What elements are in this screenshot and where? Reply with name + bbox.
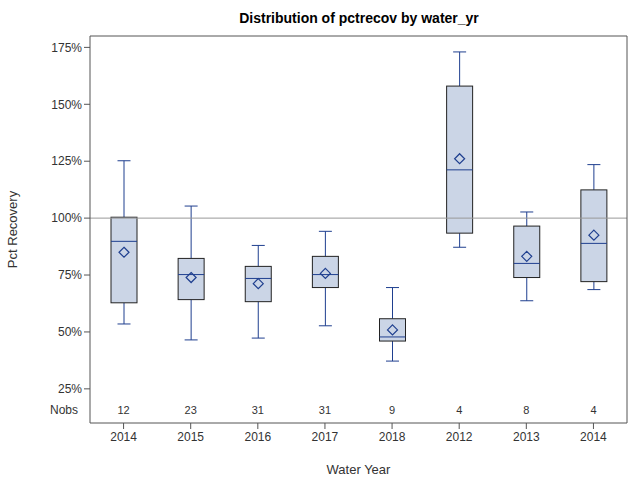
svg-text:75%: 75% xyxy=(58,268,82,282)
svg-text:2016: 2016 xyxy=(244,430,271,444)
svg-text:2013: 2013 xyxy=(513,430,540,444)
svg-text:9: 9 xyxy=(389,404,395,416)
svg-text:Pct Recovery: Pct Recovery xyxy=(8,190,20,268)
svg-text:Water Year: Water Year xyxy=(327,462,392,477)
svg-text:8: 8 xyxy=(523,404,529,416)
svg-text:175%: 175% xyxy=(51,41,82,55)
svg-text:2014: 2014 xyxy=(110,430,137,444)
svg-text:Nobs: Nobs xyxy=(50,403,78,417)
svg-text:31: 31 xyxy=(252,404,264,416)
svg-text:150%: 150% xyxy=(51,98,82,112)
svg-text:2018: 2018 xyxy=(379,430,406,444)
svg-text:12: 12 xyxy=(117,404,129,416)
svg-text:50%: 50% xyxy=(58,325,82,339)
svg-text:4: 4 xyxy=(456,404,462,416)
svg-text:23: 23 xyxy=(185,404,197,416)
svg-text:125%: 125% xyxy=(51,154,82,168)
svg-text:2012: 2012 xyxy=(446,430,473,444)
svg-text:4: 4 xyxy=(590,404,596,416)
svg-text:25%: 25% xyxy=(58,382,82,396)
svg-text:2014: 2014 xyxy=(580,430,607,444)
svg-text:100%: 100% xyxy=(51,211,82,225)
html-text:Distribution of pctrecov by wa: Distribution of pctrecov by water_yr xyxy=(239,10,479,26)
svg-text:2015: 2015 xyxy=(177,430,204,444)
svg-text:31: 31 xyxy=(319,404,331,416)
svg-text:2017: 2017 xyxy=(312,430,339,444)
